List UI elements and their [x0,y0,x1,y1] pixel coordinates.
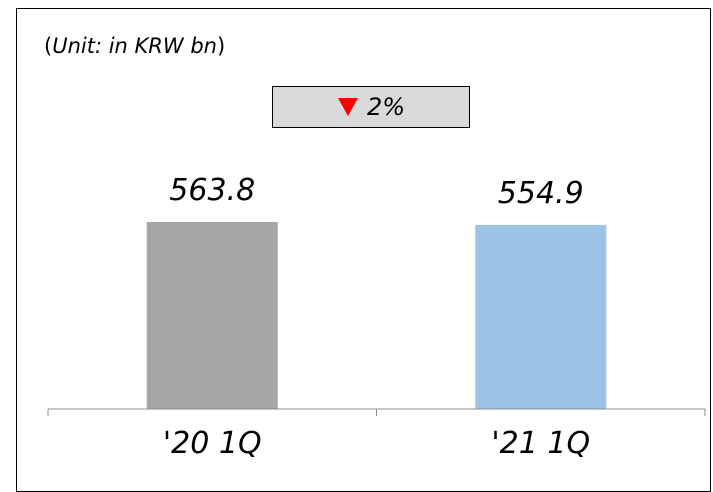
bar [146,222,278,409]
bar-value-label: 554.9 [498,176,584,211]
bar-value-label: 563.8 [169,173,255,208]
unit-label: (Unit: in KRW bn) [44,34,226,58]
x-tick-label: '20 1Q [163,426,262,461]
bar [475,224,607,409]
down-triangle-icon [337,98,358,116]
x-tick-label: '21 1Q [491,426,590,461]
change-percent: 2% [366,93,406,121]
change-badge: 2% [272,86,470,128]
